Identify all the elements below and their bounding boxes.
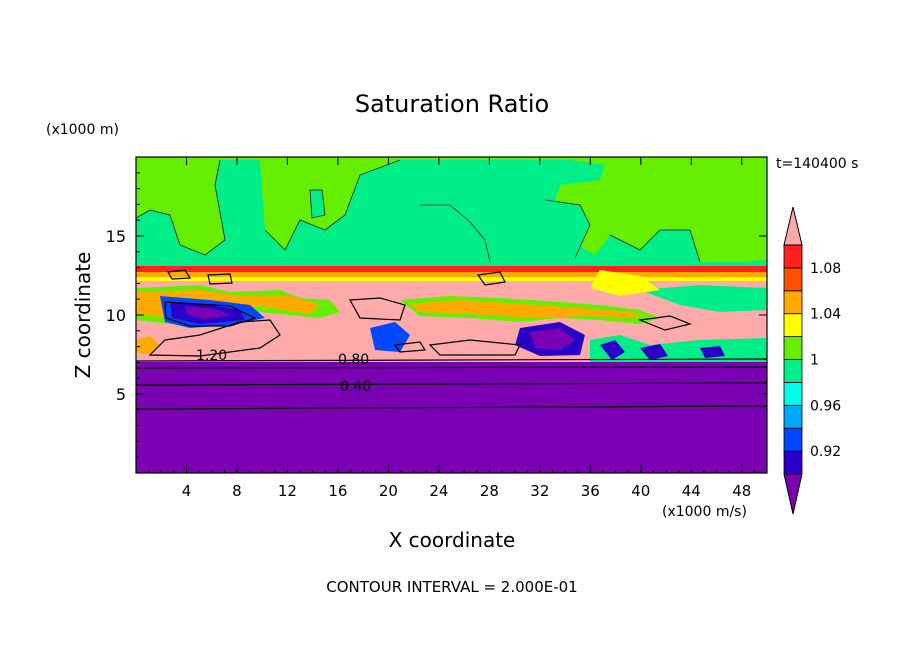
colorbar-tick-label: 1.04 xyxy=(810,307,841,323)
colorbar-extend-high xyxy=(783,206,803,246)
x-axis-label: X coordinate xyxy=(389,528,516,552)
dry-pocket xyxy=(530,328,575,350)
colorbar-tick-label: 0.92 xyxy=(810,444,841,460)
y-tick-label: 5 xyxy=(116,385,126,404)
colorbar-segment xyxy=(783,427,803,452)
colorbar-segment xyxy=(783,290,803,315)
dry-band xyxy=(185,306,232,319)
colorbar-segment xyxy=(783,267,803,292)
x-tick-label: 36 xyxy=(581,482,600,500)
light-green-region xyxy=(136,157,767,262)
time-label: t=140400 s xyxy=(776,156,858,172)
colorbar-segment xyxy=(783,313,803,338)
x-tick-label: 44 xyxy=(682,482,701,500)
colorbar-tick-label: 1 xyxy=(810,353,819,369)
dry-pocket xyxy=(600,340,625,360)
dry-pocket xyxy=(700,346,725,358)
saturation-field xyxy=(136,157,767,473)
dry-band xyxy=(410,300,645,318)
x-tick-label: 28 xyxy=(480,482,499,500)
green-patch xyxy=(540,200,590,262)
colorbar-segment xyxy=(783,381,803,406)
cloud-edge-red xyxy=(136,266,767,272)
x-tick-label: 12 xyxy=(278,482,297,500)
colorbar-tick-label: 1.08 xyxy=(810,261,841,277)
green-patch xyxy=(420,205,490,262)
contour-labels: 1.20 0.80 0.40 xyxy=(196,348,371,395)
contour-label: 1.20 xyxy=(196,348,227,364)
cloud-edge-orange xyxy=(136,272,767,277)
y-axis-label: Z coordinate xyxy=(71,252,95,379)
x-tick-label: 48 xyxy=(732,482,751,500)
contour-interval-note: CONTOUR INTERVAL = 2.000E-01 xyxy=(326,578,577,596)
chart-title: Saturation Ratio xyxy=(355,90,549,118)
dry-band xyxy=(640,285,767,312)
x-tick-label: 4 xyxy=(182,482,192,500)
colorbar-segment xyxy=(783,244,803,269)
lower-layer xyxy=(136,362,767,473)
colorbar-extend-low xyxy=(783,473,803,515)
x-tick-label: 40 xyxy=(631,482,650,500)
dry-band xyxy=(590,270,660,296)
colorbar-segment xyxy=(783,404,803,429)
colorbar-tick-label: 0.96 xyxy=(810,398,841,414)
x-tick-label: 24 xyxy=(429,482,448,500)
colorbar-segment xyxy=(783,336,803,360)
contour-label: 0.80 xyxy=(338,352,369,368)
x-tick-label: 32 xyxy=(530,482,549,500)
contour-label: 0.40 xyxy=(340,379,371,395)
colorbar-segment xyxy=(783,450,803,475)
cloud-edge-yellow xyxy=(136,277,767,281)
green-patch xyxy=(310,190,325,218)
x-axis: 4 8 12 16 20 24 28 32 36 40 44 48 xyxy=(148,157,755,500)
x-tick-label: 8 xyxy=(232,482,242,500)
colorbar: 0.92 0.96 1 1.04 1.08 xyxy=(783,206,841,515)
x-tick-label: 16 xyxy=(328,482,347,500)
y-tick-label: 10 xyxy=(106,306,126,325)
x-unit-label: (x1000 m/s) xyxy=(662,504,747,520)
y-axis: 5 10 15 xyxy=(106,172,767,458)
upper-contour-lines xyxy=(136,159,701,263)
x-tick-label: 20 xyxy=(379,482,398,500)
dry-pocket xyxy=(640,344,668,360)
y-unit-label: (x1000 m) xyxy=(46,122,119,138)
colorbar-segment xyxy=(783,359,803,383)
y-tick-label: 15 xyxy=(106,227,126,246)
